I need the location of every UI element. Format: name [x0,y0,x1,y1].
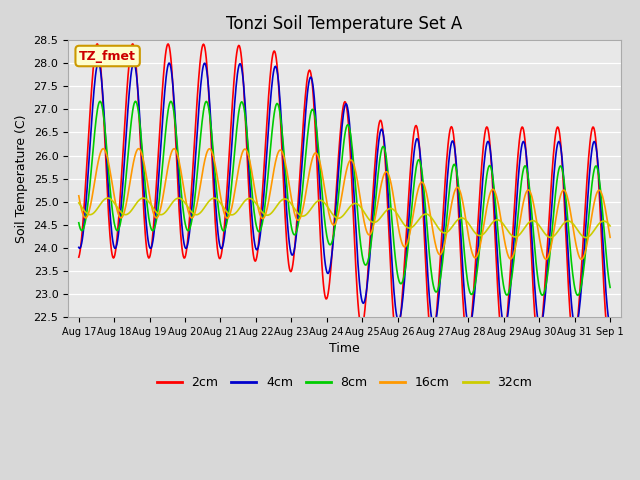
16cm [606,234,614,240]
8cm [132,98,140,104]
2cm [75,254,83,260]
2cm [400,273,408,278]
16cm [138,151,146,157]
Title: Tonzi Soil Temperature Set A: Tonzi Soil Temperature Set A [227,15,463,33]
4cm [400,287,408,293]
2cm [138,170,146,176]
8cm [138,142,146,148]
8cm [573,292,581,298]
Line: 8cm: 8cm [79,101,610,295]
16cm [236,161,243,167]
32cm [582,235,589,240]
Line: 2cm: 2cm [79,44,610,341]
16cm [75,193,83,199]
2cm [262,135,269,141]
16cm [282,163,290,168]
2cm [129,41,137,47]
Legend: 2cm, 4cm, 8cm, 16cm, 32cm: 2cm, 4cm, 8cm, 16cm, 32cm [152,371,538,394]
2cm [605,338,613,344]
2cm [236,43,243,49]
32cm [282,196,290,202]
8cm [262,195,269,201]
8cm [606,285,614,290]
16cm [400,243,408,249]
32cm [138,195,146,201]
16cm [578,256,586,262]
4cm [606,323,614,329]
16cm [262,211,269,216]
Y-axis label: Soil Temperature (C): Soil Temperature (C) [15,114,28,243]
2cm [429,335,437,341]
4cm [94,60,102,66]
4cm [429,323,437,328]
2cm [282,227,290,233]
4cm [262,164,269,170]
8cm [75,220,83,226]
16cm [429,231,437,237]
X-axis label: Time: Time [329,342,360,356]
4cm [75,244,83,250]
32cm [104,195,112,201]
4cm [138,151,146,156]
32cm [429,217,437,223]
Line: 32cm: 32cm [79,198,610,238]
32cm [236,205,243,211]
32cm [75,200,83,206]
8cm [400,275,408,281]
32cm [606,223,614,229]
4cm [282,197,290,203]
16cm [99,146,107,152]
2cm [606,337,614,343]
32cm [400,221,408,227]
8cm [429,283,437,289]
8cm [282,174,290,180]
4cm [536,324,544,330]
Line: 16cm: 16cm [79,149,610,259]
32cm [262,212,269,218]
Line: 4cm: 4cm [79,63,610,327]
4cm [236,61,243,67]
Text: TZ_fmet: TZ_fmet [79,49,136,62]
8cm [236,105,243,111]
